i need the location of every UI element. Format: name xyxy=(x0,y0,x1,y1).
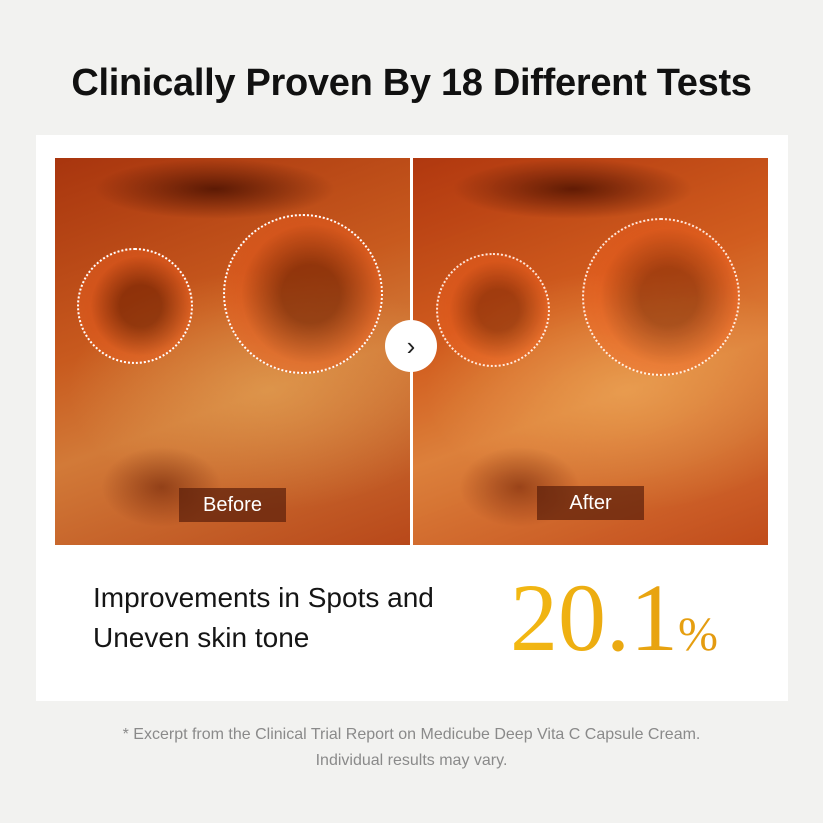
description-line: Uneven skin tone xyxy=(93,622,310,653)
before-skin-image xyxy=(55,158,410,545)
footnote: * Excerpt from the Clinical Trial Report… xyxy=(0,722,823,774)
chevron-right-icon: › xyxy=(385,320,437,372)
footnote-line: Individual results may vary. xyxy=(315,752,508,769)
page-title: Clinically Proven By 18 Different Tests xyxy=(71,62,752,104)
description-line: Improvements in Spots and xyxy=(93,582,434,613)
highlight-circle xyxy=(77,248,193,364)
percent-sign: % xyxy=(678,608,718,661)
result-description: Improvements in Spots and Uneven skin to… xyxy=(93,578,434,658)
after-skin-image xyxy=(413,158,768,545)
improvement-percentage: 20.1% xyxy=(510,570,718,683)
footnote-line: * Excerpt from the Clinical Trial Report… xyxy=(122,726,701,743)
after-label: After xyxy=(537,486,644,520)
highlight-circle xyxy=(223,214,383,374)
percentage-value: 20.1 xyxy=(510,564,678,671)
highlight-circle xyxy=(582,218,740,376)
highlight-circle xyxy=(436,253,550,367)
before-label: Before xyxy=(179,488,286,522)
